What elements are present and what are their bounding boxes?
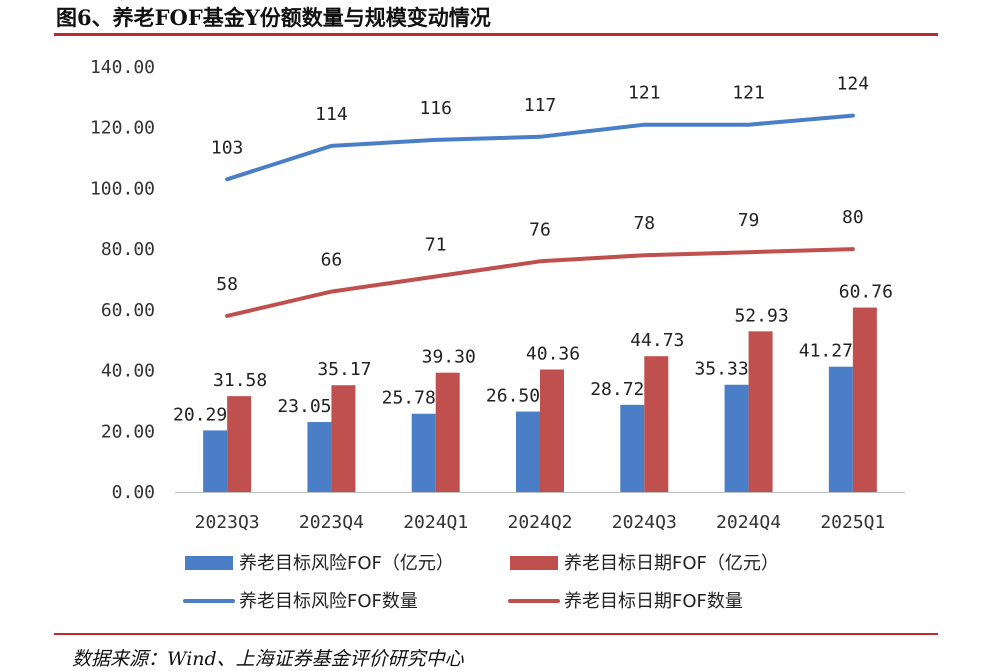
label-target-date: 40.36 <box>526 343 580 364</box>
bar-target-date <box>644 356 669 492</box>
top-rule <box>54 33 938 36</box>
label-target-risk: 26.50 <box>486 386 540 407</box>
label-target-date-count: 79 <box>738 210 760 231</box>
label-target-risk: 23.05 <box>277 396 331 417</box>
x-tick-label: 2024Q2 <box>507 512 572 533</box>
label-target-date: 60.76 <box>839 282 893 303</box>
label-target-date: 35.17 <box>317 359 371 380</box>
label-target-risk: 28.72 <box>590 379 644 400</box>
bottom-rule <box>54 633 938 635</box>
label-target-date: 39.30 <box>422 347 476 368</box>
y-tick-label: 60.00 <box>101 300 155 321</box>
label-target-risk-count: 121 <box>628 83 661 104</box>
y-tick-label: 20.00 <box>101 421 155 442</box>
bar-target-date <box>540 369 564 492</box>
bar-target-risk <box>411 413 436 492</box>
y-tick-label: 40.00 <box>101 361 155 382</box>
label-target-risk-count: 103 <box>211 137 244 158</box>
label-target-date: 44.73 <box>630 330 684 351</box>
chart-title: 图6、养老FOF基金Y份额数量与规模变动情况 <box>56 5 491 30</box>
bar-target-risk <box>620 404 645 492</box>
legend-entry: 养老目标日期FOF（亿元） <box>564 553 779 574</box>
label-target-risk-count: 121 <box>732 83 765 104</box>
y-tick-label: 0.00 <box>112 482 155 503</box>
label-target-risk-count: 114 <box>315 104 348 125</box>
label-target-date-count: 78 <box>633 213 655 234</box>
legend-swatch <box>185 556 233 570</box>
label-target-risk: 41.27 <box>799 341 853 362</box>
y-tick-label: 120.00 <box>90 118 155 139</box>
bar-target-date <box>331 385 356 492</box>
label-target-date-count: 66 <box>321 250 343 271</box>
label-target-risk: 35.33 <box>694 359 748 380</box>
x-tick-label: 2025Q1 <box>820 512 885 533</box>
label-target-date: 31.58 <box>213 370 267 391</box>
bar-target-date <box>748 331 773 492</box>
label-target-risk: 25.78 <box>382 388 436 409</box>
label-target-risk-count: 116 <box>419 98 452 119</box>
label-target-risk-count: 117 <box>524 95 557 116</box>
bar-target-date <box>852 307 877 492</box>
x-tick-label: 2023Q4 <box>299 512 364 533</box>
legend-entry: 养老目标风险FOF（亿元） <box>239 553 454 574</box>
source-note: 数据来源：Wind、上海证券基金评价研究中心 <box>72 648 464 670</box>
y-tick-label: 100.00 <box>90 178 155 199</box>
x-tick-label: 2024Q3 <box>612 512 677 533</box>
y-tick-label: 140.00 <box>90 57 155 78</box>
bar-target-risk <box>828 366 853 492</box>
bar-target-risk <box>307 422 332 492</box>
bar-target-risk <box>724 384 749 492</box>
bar-target-risk <box>203 430 228 492</box>
x-tick-label: 2023Q3 <box>195 512 260 533</box>
label-target-date-count: 58 <box>216 274 238 295</box>
legend-entry: 养老目标日期FOF数量 <box>564 591 743 612</box>
label-target-risk-count: 124 <box>837 74 870 95</box>
label-target-risk: 20.29 <box>173 404 227 425</box>
label-target-date-count: 76 <box>529 219 551 240</box>
label-target-date: 52.93 <box>734 305 788 326</box>
y-tick-label: 80.00 <box>101 239 155 260</box>
bar-target-risk <box>516 411 540 492</box>
line-target-risk-count <box>225 113 855 182</box>
legend-entry: 养老目标风险FOF数量 <box>239 591 418 612</box>
bar-target-date <box>227 396 252 492</box>
bar-target-date <box>435 372 460 492</box>
x-tick-label: 2024Q4 <box>716 512 781 533</box>
legend-swatch <box>510 556 558 570</box>
x-tick-label: 2024Q1 <box>403 512 468 533</box>
line-target-date-count <box>225 247 855 318</box>
label-target-date-count: 71 <box>425 234 447 255</box>
label-target-date-count: 80 <box>842 207 864 228</box>
